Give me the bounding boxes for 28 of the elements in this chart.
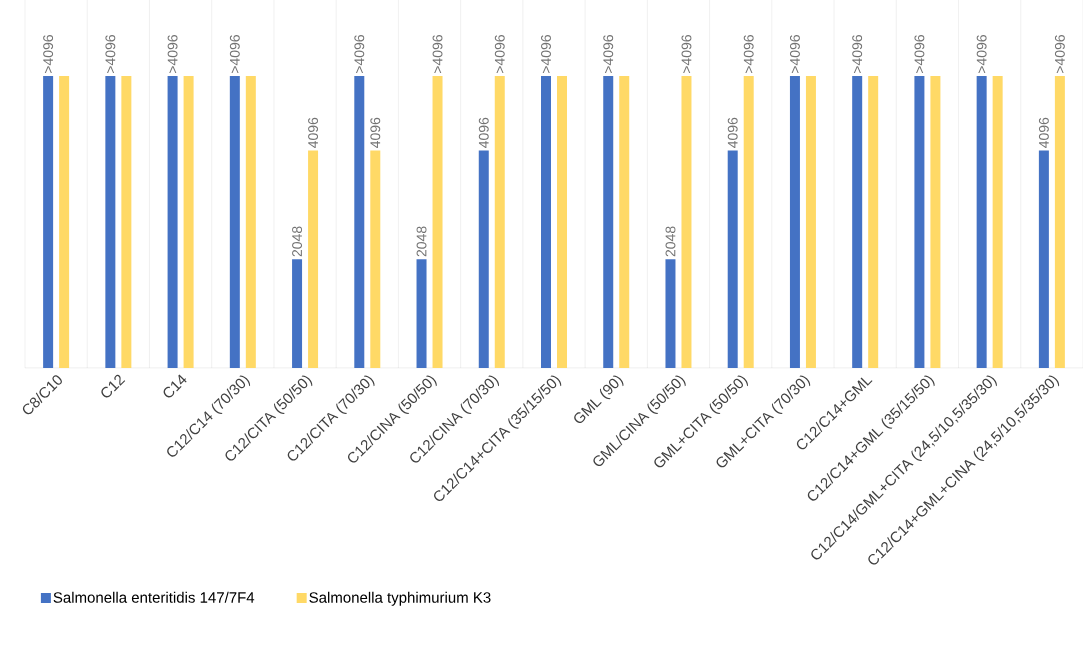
data-label: 4096 (478, 117, 489, 148)
data-label: >4096 (1054, 35, 1065, 74)
data-label: 2048 (292, 226, 303, 257)
data-label: 2048 (665, 226, 676, 257)
data-label: >4096 (603, 35, 614, 74)
data-label: 4096 (308, 117, 319, 148)
data-label: 4096 (1038, 117, 1049, 148)
data-label: >4096 (743, 35, 754, 74)
legend-label: Salmonella typhimurium K3 (309, 591, 491, 606)
data-label: >4096 (432, 35, 443, 74)
data-label: >4096 (494, 35, 505, 74)
x-tick-label: C12 (101, 374, 126, 398)
data-label: >4096 (167, 35, 178, 74)
data-label: >4096 (976, 35, 987, 74)
data-label: 2048 (416, 226, 427, 257)
data-label: >4096 (914, 35, 925, 74)
data-label: >4096 (541, 35, 551, 74)
data-label: 4096 (370, 117, 381, 148)
x-tick-label: C14 (163, 374, 187, 398)
data-label: >4096 (681, 35, 692, 74)
data-label: >4096 (354, 35, 365, 74)
legend-label: Salmonella enteritidis 147/7F4 (53, 591, 255, 603)
data-label: >4096 (43, 35, 54, 74)
data-label: >4096 (789, 35, 800, 74)
data-label: >4096 (105, 35, 116, 74)
data-label: >4096 (229, 35, 240, 74)
data-label: >4096 (852, 35, 863, 74)
data-label: 4096 (727, 117, 738, 148)
